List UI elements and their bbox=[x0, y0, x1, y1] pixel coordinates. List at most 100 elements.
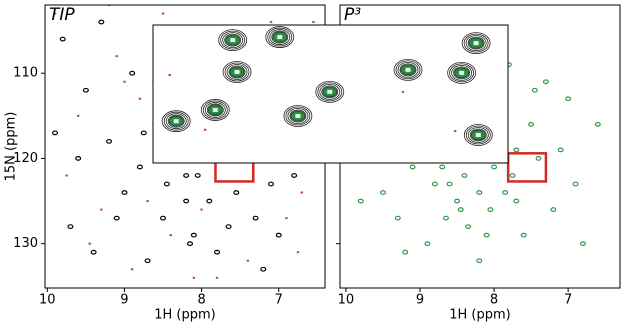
x-tick-label: 9 bbox=[416, 293, 424, 308]
contour-ring bbox=[317, 82, 343, 102]
peak bbox=[268, 181, 275, 187]
contour-ring bbox=[289, 109, 307, 123]
y-axis-label: 15N (ppm) bbox=[4, 112, 19, 182]
peak bbox=[252, 215, 259, 221]
peak bbox=[90, 249, 97, 255]
peak bbox=[550, 207, 557, 212]
contour-ring bbox=[220, 30, 246, 50]
y-tick-label: 110 bbox=[13, 66, 38, 81]
noise-speck bbox=[192, 276, 196, 279]
peak bbox=[446, 181, 453, 187]
peak bbox=[113, 215, 120, 221]
peak bbox=[140, 130, 147, 136]
noise-speck bbox=[115, 55, 118, 58]
peak bbox=[465, 224, 472, 230]
peak bbox=[357, 198, 364, 204]
noise-speck bbox=[146, 200, 149, 203]
peak bbox=[121, 190, 128, 195]
noise-speck bbox=[200, 208, 203, 211]
contour-ring bbox=[287, 108, 309, 124]
contour-ring bbox=[465, 35, 487, 52]
peak bbox=[187, 241, 194, 247]
panel bbox=[152, 24, 509, 164]
contour-peak bbox=[447, 61, 477, 84]
peak bbox=[457, 207, 464, 212]
x-tick-label: 8 bbox=[490, 293, 498, 308]
peak bbox=[439, 164, 446, 170]
contour-ring bbox=[224, 33, 242, 47]
contour-ring bbox=[224, 62, 250, 82]
peak bbox=[394, 215, 401, 221]
x-axis-label: 1H (ppm) bbox=[154, 308, 216, 323]
noise-speck bbox=[285, 217, 288, 220]
peak bbox=[67, 224, 74, 230]
contour-ring bbox=[202, 100, 228, 120]
peak bbox=[424, 241, 431, 247]
contour-ring bbox=[165, 113, 187, 130]
contour-center bbox=[473, 41, 479, 46]
highlight-box bbox=[506, 152, 548, 183]
noise-speck bbox=[161, 12, 165, 15]
peak bbox=[144, 258, 151, 264]
noise-speck bbox=[312, 21, 315, 24]
peak bbox=[183, 198, 190, 204]
contour-ring bbox=[399, 63, 417, 77]
plot-area bbox=[161, 26, 493, 146]
noise-speck bbox=[168, 74, 171, 77]
panel-title: TIP bbox=[49, 5, 75, 25]
contour-ring bbox=[467, 36, 485, 50]
peak bbox=[291, 173, 298, 178]
peak bbox=[454, 198, 461, 204]
peak bbox=[183, 173, 190, 178]
peak bbox=[535, 156, 542, 161]
y-tick-label: 130 bbox=[13, 236, 38, 251]
contour-center bbox=[230, 38, 236, 43]
peak bbox=[509, 173, 516, 178]
noise-speck bbox=[53, 12, 57, 15]
contour-peak bbox=[283, 105, 313, 127]
noise-speck bbox=[169, 234, 172, 237]
peak bbox=[129, 70, 136, 76]
peak bbox=[513, 147, 520, 153]
contour-peak bbox=[265, 26, 295, 48]
peak bbox=[206, 198, 213, 204]
peak bbox=[476, 190, 483, 195]
contour-ring bbox=[321, 85, 339, 99]
contour-ring bbox=[463, 33, 489, 53]
peak bbox=[476, 258, 483, 264]
contour-peak bbox=[200, 99, 230, 121]
peak bbox=[82, 87, 89, 93]
peak bbox=[431, 181, 438, 187]
peak bbox=[275, 232, 282, 238]
contour-ring bbox=[395, 60, 421, 80]
peak bbox=[442, 215, 449, 221]
peak bbox=[513, 198, 520, 204]
contour-center bbox=[475, 132, 481, 137]
noise-speck bbox=[123, 80, 126, 83]
peak bbox=[487, 207, 494, 212]
contour-center bbox=[295, 113, 301, 118]
peak bbox=[379, 190, 386, 195]
contour-ring bbox=[206, 103, 224, 117]
x-tick-label: 10 bbox=[39, 293, 56, 308]
panel-title: P³ bbox=[344, 5, 361, 25]
x-tick-label: 8 bbox=[197, 293, 205, 308]
peak bbox=[402, 249, 409, 255]
peak bbox=[557, 147, 564, 153]
x-tick-label: 10 bbox=[338, 293, 355, 308]
noise-speck bbox=[203, 128, 207, 131]
peak bbox=[75, 156, 82, 161]
contour-ring bbox=[167, 114, 185, 128]
noise-speck bbox=[300, 191, 304, 194]
peak bbox=[461, 173, 468, 178]
peak bbox=[59, 36, 66, 42]
contour-ring bbox=[397, 61, 419, 78]
x-tick-label: 7 bbox=[275, 293, 283, 308]
peak bbox=[163, 181, 170, 187]
peak bbox=[233, 190, 240, 195]
contour-center bbox=[212, 107, 218, 112]
noise-speck bbox=[138, 97, 142, 100]
y-tick-label: 120 bbox=[13, 151, 38, 166]
peak bbox=[594, 121, 601, 127]
contour-center bbox=[173, 119, 179, 124]
